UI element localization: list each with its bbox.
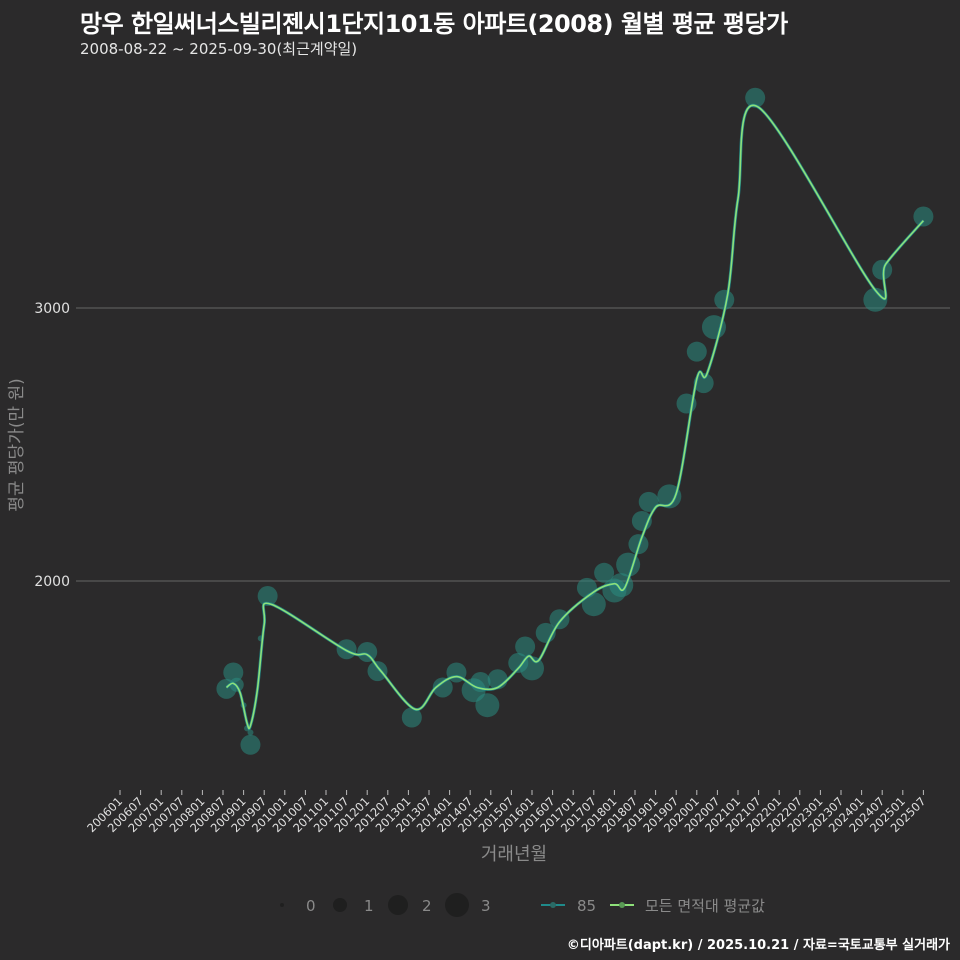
legend-size-label: 1: [364, 897, 374, 915]
data-point: [475, 693, 500, 718]
legend-size-key: [388, 895, 408, 915]
legend-size-key: [333, 898, 347, 912]
data-point: [872, 259, 893, 280]
x-axis-ticks: 2006012006072007012007072008012008072009…: [84, 790, 929, 835]
data-point: [686, 341, 707, 362]
data-point: [357, 641, 378, 662]
data-point: [367, 661, 388, 682]
series-all-average-line: [225, 104, 925, 730]
data-point: [745, 87, 766, 108]
data-point: [863, 287, 888, 312]
data-point: [247, 729, 254, 736]
legend-size-label: 3: [481, 897, 491, 915]
data-point: [913, 206, 934, 227]
data-point: [515, 636, 536, 657]
y-axis-ticks: 2000 3000: [34, 301, 70, 590]
series-lines: [225, 103, 925, 731]
y-axis-label: 평균 평당가(만 원): [7, 378, 27, 512]
data-point: [432, 677, 453, 698]
legend-point-all-average: [619, 902, 625, 908]
legend-label-85: 85: [577, 897, 596, 915]
data-point: [657, 484, 682, 509]
data-point: [223, 662, 244, 683]
legend-size-key: [445, 893, 469, 917]
series-85-line: [225, 103, 925, 731]
legend-label-all-average: 모든 면적대 평균값: [645, 897, 765, 915]
gridlines: [76, 307, 950, 582]
data-point: [594, 562, 615, 583]
source-caption: ©디아파트(dapt.kr) / 2025.10.21 / 자료=국토교통부 실…: [566, 938, 950, 953]
legend: 0 1 2 3 85 모든 면적대 평균값: [280, 893, 765, 917]
y-tick-label: 3000: [34, 301, 70, 317]
x-axis-label: 거래년월: [481, 844, 547, 865]
data-point: [581, 592, 606, 617]
data-point: [638, 491, 659, 512]
legend-size-label: 2: [422, 897, 432, 915]
data-point: [401, 707, 422, 728]
series-85-points: [216, 87, 934, 755]
chart-subtitle: 2008-08-22 ~ 2025-09-30(최근계약일): [80, 40, 358, 58]
legend-size-key: [280, 903, 284, 907]
data-point: [240, 734, 261, 755]
data-point: [693, 373, 714, 394]
data-point: [714, 289, 735, 310]
chart-title: 망우 한일써너스빌리젠시1단지101동 아파트(2008) 월별 평균 평당가: [80, 10, 788, 38]
data-point: [257, 586, 278, 607]
legend-size-label: 0: [306, 897, 316, 915]
y-tick-label: 2000: [34, 574, 70, 590]
legend-point-85: [550, 902, 556, 908]
